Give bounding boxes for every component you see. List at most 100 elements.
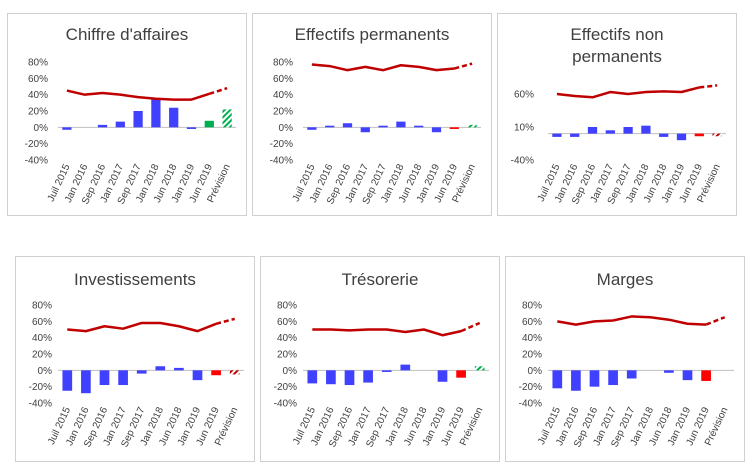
y-tick-label: 0% xyxy=(34,123,49,134)
bar xyxy=(396,121,406,128)
chart-title: Marges xyxy=(596,270,654,289)
bar xyxy=(437,370,448,382)
y-tick-label: 80% xyxy=(32,301,52,312)
bar xyxy=(204,120,214,128)
y-tick-label: 0% xyxy=(38,366,53,377)
y-tick-label: 60% xyxy=(277,317,297,328)
bar xyxy=(211,370,221,376)
forecast-bar xyxy=(229,370,240,375)
forecast-line xyxy=(208,86,228,96)
trend-line xyxy=(557,315,707,326)
chart-title: Chiffre d'affaires xyxy=(65,25,189,44)
chart-title: Trésorerie xyxy=(341,270,419,289)
y-tick-label: 60% xyxy=(273,74,293,85)
y-tick-label: -20% xyxy=(29,382,52,393)
bar xyxy=(431,127,442,133)
y-tick-label: 60% xyxy=(28,74,48,85)
bar xyxy=(97,124,108,128)
bar xyxy=(605,130,615,134)
bar xyxy=(174,367,184,371)
bar xyxy=(456,370,466,378)
chart-panel-investissements: Investissements 80% 60% 40% 20% 0% -20% -40% Ju… xyxy=(15,256,255,462)
bar xyxy=(363,370,373,383)
bar xyxy=(325,125,335,128)
bar xyxy=(155,366,166,371)
bar xyxy=(381,370,392,372)
forecast-bar xyxy=(474,366,485,371)
bar xyxy=(344,370,355,386)
trend-line xyxy=(556,86,700,99)
forecast-line xyxy=(460,321,481,333)
bar xyxy=(136,370,147,374)
bar xyxy=(169,107,179,128)
bar xyxy=(626,370,637,379)
y-tick-label: 80% xyxy=(277,301,297,312)
bar xyxy=(378,125,388,128)
y-tick-label: 60% xyxy=(32,317,52,328)
y-tick-label: -40% xyxy=(29,399,52,410)
chart-panel-tresorerie: Trésorerie 80% 60% 40% 20% 0% -20% -40% Juil 20… xyxy=(260,256,500,462)
forecast-bar xyxy=(467,124,477,128)
y-tick-label: -40% xyxy=(274,399,297,410)
y-tick-label: -20% xyxy=(270,139,293,150)
bar xyxy=(326,370,336,385)
bar xyxy=(589,370,600,387)
bar xyxy=(641,125,651,134)
forecast-bar xyxy=(222,109,232,128)
y-tick-label: 60% xyxy=(522,317,542,328)
bar xyxy=(571,370,581,391)
bar xyxy=(552,370,563,389)
bar xyxy=(400,364,411,371)
trend-line xyxy=(311,63,455,72)
y-tick-label: 20% xyxy=(28,107,48,118)
y-tick-label: 20% xyxy=(32,350,52,361)
chart-panel-effectifs-non-permanents: Effectifs non permanents 60% 10% -40% Juil … xyxy=(497,13,737,216)
y-tick-label: -40% xyxy=(511,156,534,167)
y-tick-label: -20% xyxy=(274,382,297,393)
bar xyxy=(307,370,318,384)
bar xyxy=(694,133,704,137)
y-tick-label: 80% xyxy=(522,301,542,312)
chart-panel-chiffre-affaires: Chiffre d'affaires 80% 60% 40% 20% 0% -20% -40… xyxy=(7,13,247,216)
chart-panel-effectifs-permanents: Effectifs permanents 80% 60% 40% 20% 0% -20% -… xyxy=(252,13,492,216)
bar xyxy=(608,370,618,386)
y-tick-label: 40% xyxy=(277,333,297,344)
bar xyxy=(118,370,128,386)
y-tick-label: -40% xyxy=(519,399,542,410)
bar xyxy=(701,370,711,381)
y-tick-label: -20% xyxy=(519,382,542,393)
bar xyxy=(449,127,459,129)
y-tick-label: 80% xyxy=(273,58,293,69)
trend-line xyxy=(67,321,217,333)
bar xyxy=(99,370,110,386)
chart-title: Effectifs permanents xyxy=(294,25,450,44)
bar xyxy=(115,121,125,128)
chart-title: Investissements xyxy=(74,270,196,289)
y-tick-label: 60% xyxy=(514,90,534,101)
forecast-bar xyxy=(712,133,722,137)
y-tick-label: 40% xyxy=(32,333,52,344)
y-tick-label: -40% xyxy=(270,156,293,167)
trend-line xyxy=(312,328,462,337)
bar xyxy=(186,127,197,129)
chart-title: Effectifs non permanents xyxy=(570,25,664,66)
bar xyxy=(192,370,203,381)
trend-line xyxy=(66,89,210,101)
forecast-line xyxy=(453,62,473,70)
y-tick-label: 80% xyxy=(28,58,48,69)
bar xyxy=(81,370,91,394)
bar xyxy=(587,127,598,134)
y-tick-label: -20% xyxy=(25,139,48,150)
forecast-line xyxy=(215,317,236,325)
y-tick-label: 40% xyxy=(273,90,293,101)
bar xyxy=(659,133,669,137)
bar xyxy=(414,125,424,128)
chart-panel-marges: Marges 80% 60% 40% 20% 0% -20% -40% Juil 2015 Ja… xyxy=(505,256,745,462)
y-tick-label: 40% xyxy=(28,90,48,101)
bar xyxy=(342,123,353,128)
forecast-line xyxy=(705,316,726,326)
